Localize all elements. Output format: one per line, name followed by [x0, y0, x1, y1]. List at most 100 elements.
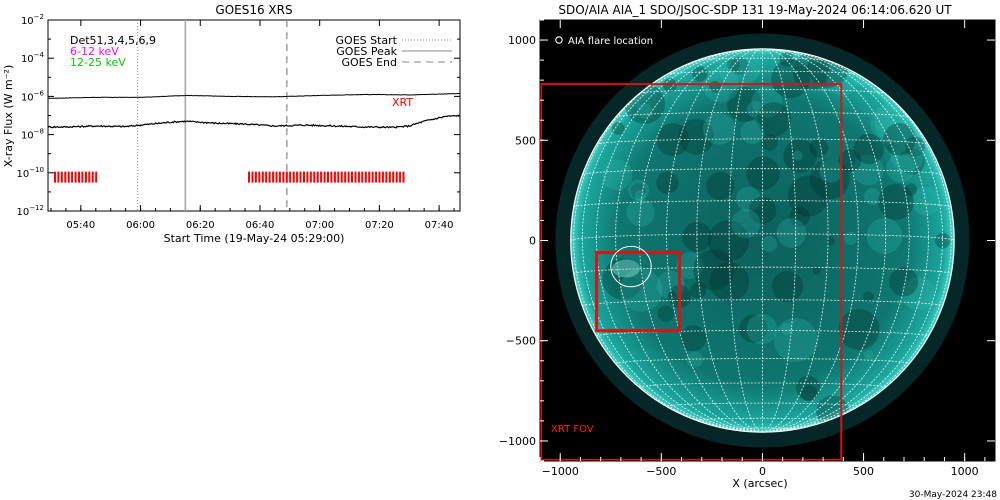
xrt-exposure-tick [309, 171, 312, 183]
xrt-exposure-tick [95, 171, 98, 183]
xrt-exposure-tick [385, 171, 388, 183]
longitude-grid-line [762, 48, 887, 433]
xrt-exposure-tick [88, 171, 91, 183]
sun-texture-blob [657, 305, 674, 322]
xrt-exposure-tick [361, 171, 364, 183]
sun-texture-blob [746, 313, 778, 345]
xrt-exposure-tick [337, 171, 340, 183]
lc-x-tick-label: 07:40 [425, 220, 454, 231]
img-x-tick-label: 1000 [951, 465, 979, 478]
sun-texture-blob [825, 63, 859, 96]
xrt-exposure-tick [64, 171, 67, 183]
longitude-grid-line [615, 48, 763, 433]
img-x-tick-label: −500 [646, 465, 676, 478]
xrt-exposure-tick [327, 171, 329, 183]
xrt-exposure-tick [368, 171, 371, 183]
xrt-exposure-tick [296, 171, 299, 183]
sun-texture-blob [756, 102, 791, 137]
sun-texture-blob [886, 153, 915, 183]
img-xlabel: X (arcsec) [732, 477, 787, 490]
sun-texture-blob [676, 252, 704, 280]
latitude-grid-line [697, 57, 828, 61]
sun-texture-blob [709, 261, 750, 302]
longitude-grid-line [638, 48, 763, 433]
flare-legend-label: AIA flare location [568, 36, 653, 47]
sun-texture-blob [727, 86, 763, 123]
sun-texture-blob [656, 270, 685, 299]
xrt-exposure-tick [320, 171, 323, 183]
sun-texture-blob [693, 249, 735, 291]
sun-texture-blob [904, 183, 918, 196]
sun-texture-blob [771, 270, 804, 303]
sun-texture-blob [611, 122, 625, 135]
xrt-exposure-tick [354, 171, 357, 183]
img-x-tick-label: 0 [759, 465, 766, 478]
sun-texture-blob [862, 291, 874, 303]
xrt-exposure-tick [261, 171, 264, 183]
sun-texture-blob [787, 175, 829, 217]
xrt-exposure-tick [251, 171, 254, 183]
sun-texture-blob [771, 59, 811, 99]
latitude-grid-line [581, 299, 943, 307]
sun-texture-blob [717, 48, 761, 88]
lc-y-tick-label: 10−2 [21, 13, 44, 27]
flare-location-circle [610, 245, 652, 288]
xrt-exposure-tick [282, 171, 285, 183]
sun-texture-blob [760, 133, 778, 151]
xrt-exposure-tick [60, 171, 63, 183]
lc-x-tick-label: 06:40 [246, 220, 275, 231]
xrt-exposure-tick [392, 171, 395, 183]
sun-texture-blob [863, 188, 881, 206]
lc-x-tick-label: 06:20 [186, 220, 215, 231]
sun-texture-blob [634, 190, 646, 201]
latitude-grid-line [573, 200, 952, 208]
sun-texture-blob [792, 150, 803, 161]
xrt-fov-box [540, 83, 843, 461]
img-x-tick-label: 500 [853, 465, 874, 478]
sun-texture-blob [702, 113, 735, 145]
xrt-exposure-tick [371, 171, 374, 183]
img-y-tick-label: −500 [506, 335, 536, 348]
img-y-tick-label: 500 [515, 134, 536, 147]
xrt-exposure-tick [268, 171, 271, 183]
sun-texture-blob [636, 103, 652, 119]
sun-texture-blob [838, 309, 880, 350]
img-title: SDO/AIA AIA_1 SDO/JSOC-SDP 131 19-May-20… [558, 3, 952, 17]
sun-texture-blob [843, 231, 858, 245]
xrt-exposure-tick [344, 171, 347, 183]
lc-y-tick-label: 10−6 [21, 89, 45, 103]
legend-12-25-kev: 12-25 keV [70, 56, 126, 69]
img-y-tick-label: 1000 [508, 34, 536, 47]
xrt-exposure-tick [351, 171, 353, 183]
xrt-exposure-tick [347, 171, 350, 183]
lc-y-tick-label: 10−10 [16, 166, 44, 180]
xrt-observation-interval [248, 171, 405, 183]
xrt-exposure-tick [275, 171, 278, 183]
xrt-exposure-tick [299, 171, 302, 183]
xrt-exposure-tick [333, 171, 336, 183]
sun-texture-blob [746, 156, 780, 191]
sun-texture-blob [709, 80, 721, 93]
sun-texture-blob [904, 136, 925, 157]
sun-texture-blob [809, 138, 829, 158]
sun-disk [570, 48, 955, 433]
sun-texture-blob [731, 208, 761, 239]
xrt-exposure-tick [78, 171, 80, 183]
goes-long-series [48, 92, 460, 99]
flare-legend-icon [555, 36, 563, 44]
sun-texture-blob [746, 100, 764, 118]
sun-texture-blob [707, 220, 749, 262]
sun-texture-blob [626, 198, 655, 227]
sun-texture-blob [730, 57, 749, 75]
xrt-exposure-tick [313, 171, 316, 183]
xrt-fov-label: XRT FOV [551, 424, 594, 435]
longitude-grid-line [762, 49, 944, 433]
sun-texture-blob [889, 267, 919, 297]
xrt-exposure-tick [330, 171, 333, 183]
sun-texture-blob [739, 314, 768, 343]
lc-title: GOES16 XRS [215, 3, 292, 17]
img-y-tick-label: −1000 [499, 435, 536, 448]
sun-texture-blob [736, 186, 761, 212]
longitude-grid-line [581, 49, 763, 433]
